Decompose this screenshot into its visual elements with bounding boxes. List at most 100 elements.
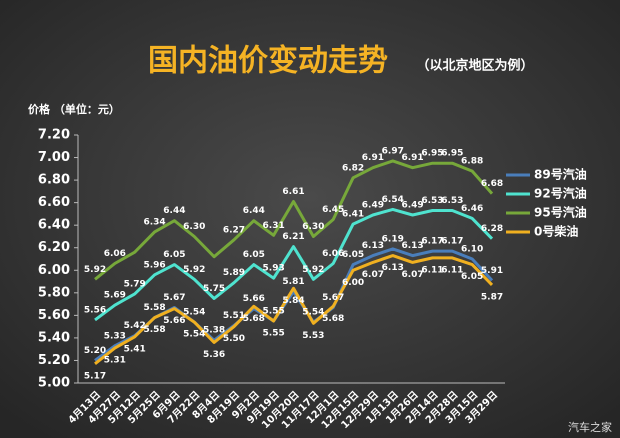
data-label: 6.00 bbox=[342, 278, 364, 288]
legend-label: 89号汽油 bbox=[534, 167, 587, 182]
data-label: 6.13 bbox=[362, 241, 384, 251]
watermark: 汽车之家 bbox=[568, 420, 612, 434]
data-label: 6.95 bbox=[441, 149, 463, 159]
data-label: 6.06 bbox=[104, 249, 126, 259]
data-label: 6.95 bbox=[421, 149, 443, 159]
data-label: 5.92 bbox=[302, 265, 324, 275]
data-label: 5.66 bbox=[163, 316, 185, 326]
data-label: 6.11 bbox=[441, 265, 463, 275]
data-label: 6.05 bbox=[461, 272, 483, 282]
data-label: 6.13 bbox=[382, 263, 404, 273]
y-axis-label: 价格 （单位：元） bbox=[28, 102, 120, 116]
data-label: 5.55 bbox=[263, 307, 285, 317]
y-tick-label: 5.80 bbox=[38, 285, 70, 300]
data-label: 6.17 bbox=[441, 237, 463, 247]
data-label: 5.17 bbox=[84, 371, 106, 381]
y-tick-label: 6.20 bbox=[38, 240, 70, 255]
data-label: 5.53 bbox=[302, 331, 324, 341]
data-label: 5.93 bbox=[263, 264, 285, 274]
data-label: 6.19 bbox=[382, 234, 404, 244]
y-tick-label: 7.00 bbox=[38, 150, 70, 165]
data-label: 5.54 bbox=[302, 308, 324, 318]
data-label: 6.91 bbox=[401, 153, 423, 163]
data-label: 5.38 bbox=[203, 326, 225, 336]
data-label: 5.68 bbox=[243, 314, 265, 324]
data-label: 5.54 bbox=[183, 308, 205, 318]
data-label: 5.55 bbox=[263, 329, 285, 339]
data-label: 6.61 bbox=[282, 187, 304, 197]
data-label: 6.91 bbox=[362, 153, 384, 163]
data-label: 5.67 bbox=[322, 293, 344, 303]
data-label: 6.31 bbox=[263, 221, 285, 231]
data-label: 6.53 bbox=[441, 196, 463, 206]
data-label: 6.30 bbox=[183, 222, 205, 232]
data-label: 6.05 bbox=[243, 250, 265, 260]
y-tick-label: 7.20 bbox=[38, 128, 70, 143]
data-label: 6.41 bbox=[342, 210, 364, 220]
data-label: 6.54 bbox=[382, 195, 404, 205]
data-label: 6.06 bbox=[322, 249, 344, 259]
y-tick-label: 5.20 bbox=[38, 353, 70, 368]
y-tick-label: 6.60 bbox=[38, 195, 70, 210]
data-label: 6.53 bbox=[421, 196, 443, 206]
data-label: 5.41 bbox=[124, 344, 146, 354]
data-label: 5.50 bbox=[223, 334, 245, 344]
data-label: 6.05 bbox=[163, 250, 185, 260]
data-label: 6.45 bbox=[322, 205, 344, 215]
data-label: 6.88 bbox=[461, 157, 483, 167]
data-label: 6.17 bbox=[421, 237, 443, 247]
series-line bbox=[94, 207, 494, 322]
data-label: 5.51 bbox=[223, 311, 245, 321]
data-label: 5.92 bbox=[84, 265, 106, 275]
data-label: 6.49 bbox=[362, 201, 384, 211]
y-tick-label: 5.60 bbox=[38, 308, 70, 323]
data-label: 5.89 bbox=[223, 268, 245, 278]
data-label: 6.44 bbox=[243, 206, 265, 216]
data-label: 5.58 bbox=[143, 325, 165, 335]
data-label: 5.75 bbox=[203, 284, 225, 294]
data-label: 6.07 bbox=[401, 270, 423, 280]
data-label: 5.20 bbox=[84, 346, 106, 356]
data-label: 6.82 bbox=[342, 163, 364, 173]
data-label: 6.30 bbox=[302, 222, 324, 232]
data-label: 5.69 bbox=[104, 291, 126, 301]
data-label: 6.27 bbox=[223, 225, 245, 235]
data-label: 6.21 bbox=[282, 232, 304, 242]
data-label: 5.84 bbox=[282, 296, 304, 306]
data-label: 5.91 bbox=[481, 266, 503, 276]
data-label: 6.05 bbox=[342, 250, 364, 260]
chart-subtitle: （以北京地区为例） bbox=[416, 58, 533, 74]
data-label: 6.46 bbox=[461, 204, 483, 214]
data-label: 6.97 bbox=[382, 146, 404, 156]
data-label: 5.67 bbox=[163, 293, 185, 303]
series-line bbox=[94, 254, 494, 365]
legend-label: 0号柴油 bbox=[534, 224, 578, 239]
data-label: 6.13 bbox=[401, 241, 423, 251]
data-label: 5.42 bbox=[124, 321, 146, 331]
data-label: 6.68 bbox=[481, 179, 503, 189]
data-label: 6.44 bbox=[163, 206, 185, 216]
series-line bbox=[94, 159, 494, 281]
data-label: 5.33 bbox=[104, 331, 126, 341]
legend-label: 92号汽油 bbox=[534, 186, 587, 201]
data-label: 6.34 bbox=[143, 217, 165, 227]
chart-title: 国内油价变动走势 bbox=[148, 44, 388, 79]
data-label: 5.96 bbox=[143, 260, 165, 270]
data-label: 5.68 bbox=[322, 314, 344, 324]
y-tick-label: 6.00 bbox=[38, 263, 70, 278]
data-label: 5.81 bbox=[282, 277, 304, 287]
data-label: 6.49 bbox=[401, 201, 423, 211]
y-tick-label: 5.40 bbox=[38, 330, 70, 345]
y-tick-label: 6.80 bbox=[38, 173, 70, 188]
data-label: 5.87 bbox=[481, 292, 503, 302]
data-label: 5.66 bbox=[243, 294, 265, 304]
data-label: 5.36 bbox=[203, 350, 225, 360]
data-label: 6.28 bbox=[481, 224, 503, 234]
data-label: 5.79 bbox=[124, 279, 146, 289]
data-label: 5.56 bbox=[84, 305, 106, 315]
y-tick-label: 5.00 bbox=[38, 376, 70, 391]
data-label: 5.31 bbox=[104, 356, 126, 366]
data-label: 5.54 bbox=[183, 330, 205, 340]
